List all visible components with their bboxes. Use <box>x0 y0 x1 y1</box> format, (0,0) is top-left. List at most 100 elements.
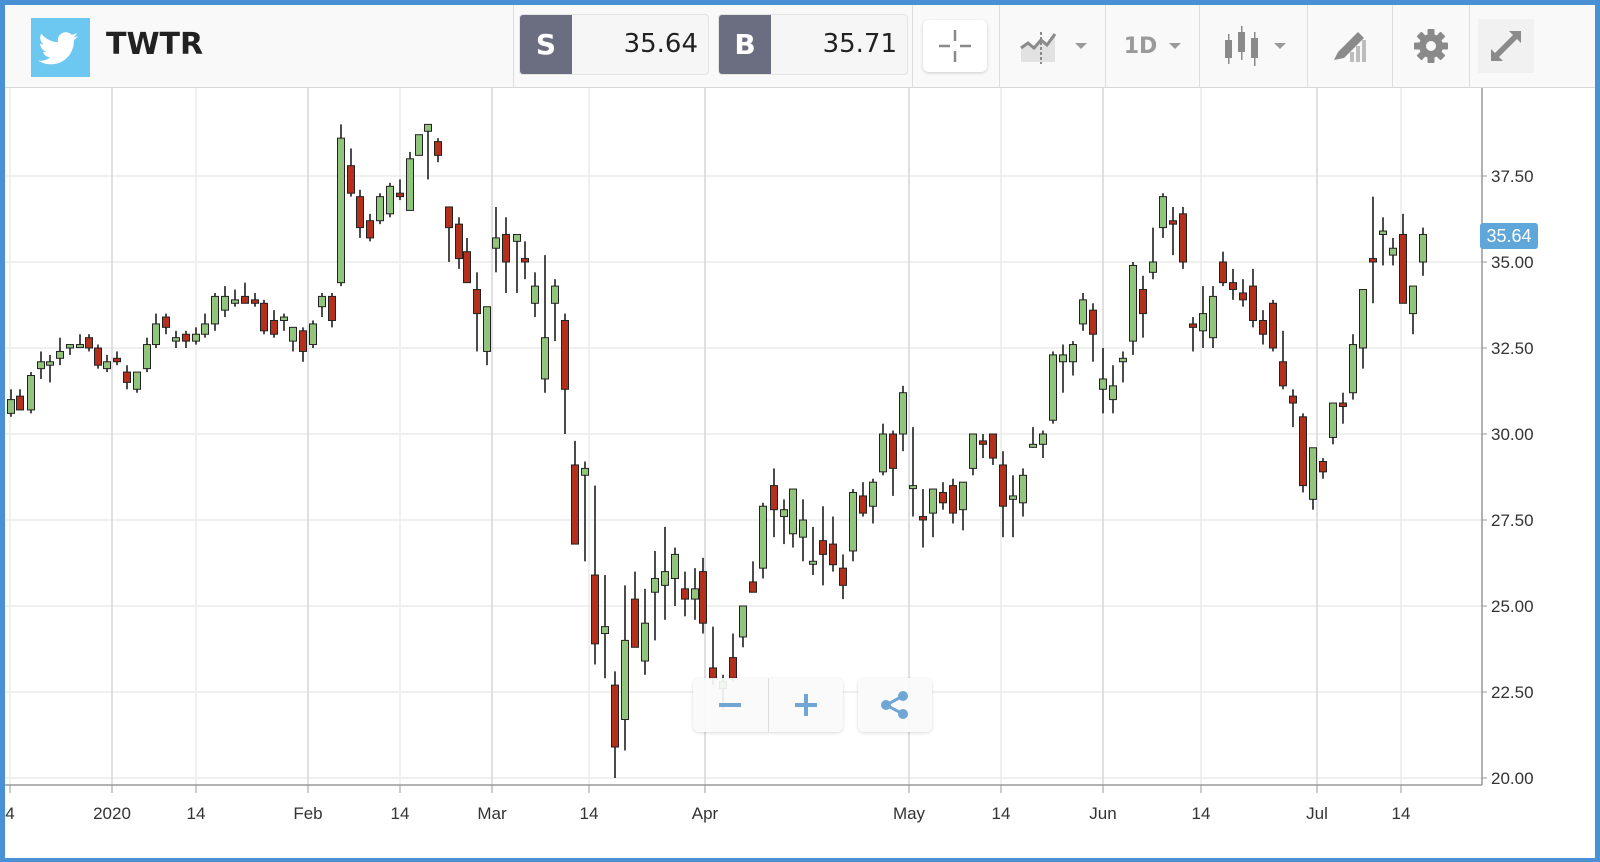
share-button[interactable] <box>858 678 932 732</box>
candle <box>1309 447 1317 500</box>
candle <box>1119 357 1127 363</box>
x-tick-label: 4 <box>5 804 14 823</box>
chevron-down-icon <box>1273 43 1286 49</box>
settings-button[interactable] <box>1393 5 1469 87</box>
chart-type-dropdown[interactable] <box>1200 5 1307 87</box>
x-tick-label: May <box>893 804 926 823</box>
divider <box>1392 5 1393 87</box>
candle <box>231 299 239 304</box>
candle <box>1199 313 1207 332</box>
candle <box>16 395 24 411</box>
candle <box>1179 213 1187 263</box>
candle <box>879 433 887 473</box>
compare-button[interactable] <box>1000 5 1105 87</box>
candle <box>356 196 364 229</box>
candle <box>1219 261 1227 284</box>
x-tick-label: Feb <box>293 804 322 823</box>
candle <box>780 509 788 518</box>
candle <box>889 433 897 469</box>
candle <box>299 330 307 352</box>
candle <box>869 481 877 507</box>
candle <box>809 560 817 565</box>
x-tick-label: 14 <box>992 804 1011 823</box>
candle <box>492 237 500 249</box>
candle <box>909 485 917 490</box>
candle <box>123 371 131 383</box>
x-tick-label: 14 <box>187 804 206 823</box>
candle <box>1269 302 1277 349</box>
candle <box>1129 264 1137 342</box>
candle <box>280 316 288 321</box>
candle <box>541 337 549 380</box>
fullscreen-button[interactable] <box>1478 19 1534 73</box>
candle <box>1139 289 1147 315</box>
candle <box>27 375 35 411</box>
candle <box>1079 299 1087 325</box>
candle <box>939 491 947 504</box>
compare-icon <box>1019 32 1056 64</box>
ticker-symbol: TWTR <box>106 27 204 62</box>
candle <box>799 519 807 538</box>
candle <box>211 295 219 325</box>
candlestick-chart[interactable]: 37.50 35.00 32.50 30.00 27.50 25.00 22.50 20.00… <box>5 88 1595 858</box>
candle <box>56 350 64 359</box>
zoom-in-button[interactable] <box>767 678 844 732</box>
buy-button[interactable]: B 35.71 <box>718 14 908 75</box>
interval-dropdown[interactable]: 1D <box>1106 5 1199 87</box>
minus-icon <box>719 703 742 707</box>
candle <box>309 323 317 346</box>
candle <box>434 141 442 156</box>
candle <box>671 553 679 579</box>
candle <box>152 323 160 346</box>
candle <box>182 333 190 342</box>
drawing-tools-button[interactable] <box>1308 5 1392 87</box>
candle <box>661 571 669 586</box>
candle <box>1329 402 1337 438</box>
sell-price: 35.64 <box>623 29 698 59</box>
candle <box>251 299 259 304</box>
candle <box>366 220 374 239</box>
x-tick-label: Jun <box>1089 804 1116 823</box>
candle <box>849 491 857 552</box>
candle <box>949 485 957 514</box>
candle <box>103 361 111 370</box>
candle <box>1279 361 1287 387</box>
candle <box>376 196 384 222</box>
candle <box>1149 261 1157 273</box>
drawing-icon <box>1334 32 1366 62</box>
candle <box>1319 461 1327 473</box>
candle <box>989 433 997 459</box>
candle <box>463 251 471 284</box>
sell-label: S <box>520 15 572 74</box>
sell-button[interactable]: S 35.64 <box>519 14 709 75</box>
candle <box>143 344 151 370</box>
candle <box>1369 258 1377 263</box>
crosshair-button[interactable] <box>923 20 987 72</box>
candle <box>162 316 170 328</box>
candle <box>1379 230 1387 235</box>
x-tick-label: 14 <box>1192 804 1211 823</box>
chevron-down-icon <box>1074 43 1087 49</box>
candle <box>979 440 987 445</box>
x-tick-label: 14 <box>391 804 410 823</box>
candle <box>681 588 689 600</box>
twitter-logo-icon <box>31 18 90 77</box>
candle <box>1339 402 1347 407</box>
candle <box>172 337 180 342</box>
candle <box>386 185 394 215</box>
candle <box>551 285 559 304</box>
candle <box>1109 385 1117 401</box>
chevron-down-icon <box>1169 43 1182 49</box>
candle <box>929 488 937 514</box>
y-tick-label: 22.50 <box>1491 683 1534 702</box>
candle <box>699 571 707 624</box>
candle <box>513 233 521 242</box>
divider <box>1307 5 1308 87</box>
candle <box>561 319 569 390</box>
zoom-out-button[interactable] <box>693 678 768 732</box>
candle <box>789 488 797 535</box>
candle <box>1399 233 1407 304</box>
candle <box>729 657 737 679</box>
buy-label: B <box>719 15 771 74</box>
candle <box>201 323 209 335</box>
